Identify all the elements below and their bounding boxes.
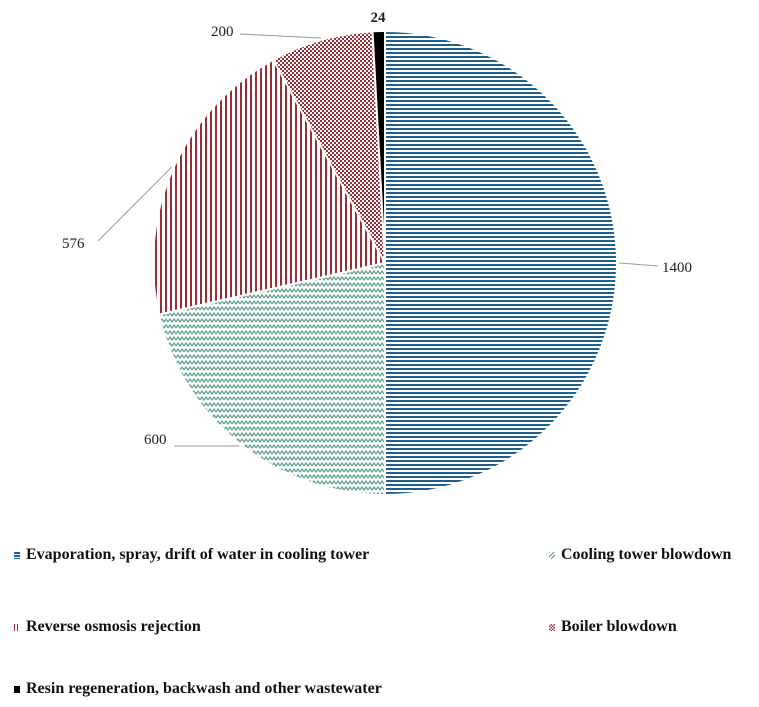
data-label-boiler-blowdown: 200 (211, 24, 234, 40)
leader-line-reverse-osmosis (97, 166, 172, 242)
data-label-reverse-osmosis: 576 (62, 236, 85, 252)
leader-line-evaporation (618, 262, 659, 267)
data-label-resin-regeneration: 24 (371, 10, 387, 26)
leader-line-boiler-blowdown (239, 33, 321, 39)
data-labels: 1400 600 576 200 24 (62, 10, 692, 448)
pie-slice-cooling-blowdown (157, 261, 386, 497)
pie-slice-evaporation (384, 29, 618, 497)
pie-slice-boiler-blowdown (271, 30, 386, 264)
leader-lines (97, 33, 659, 447)
pie-slice-resin-regeneration (371, 29, 386, 264)
pie-slice-reverse-osmosis (152, 58, 387, 316)
pie-slices (152, 29, 618, 497)
data-label-evaporation: 1400 (662, 260, 692, 276)
data-label-cooling-blowdown: 600 (144, 432, 167, 448)
